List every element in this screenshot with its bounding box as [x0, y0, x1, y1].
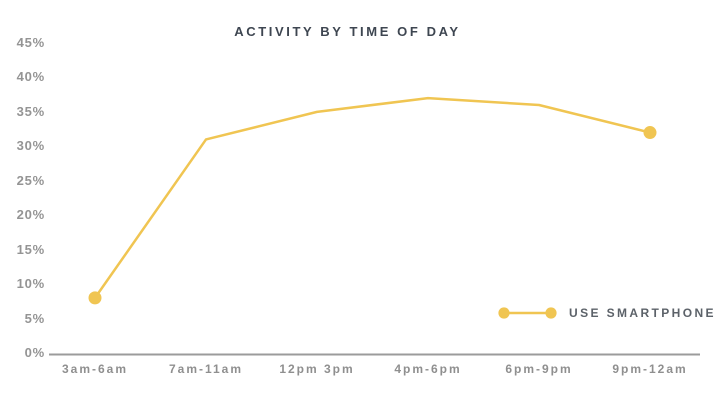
x-tick-label: 3am-6am [61, 362, 129, 376]
data-point-marker [643, 126, 657, 140]
y-tick-label: 35% [16, 103, 45, 119]
x-tick-label: 4pm-6pm [394, 362, 462, 376]
y-tick-label: 15% [16, 241, 45, 257]
y-tick-label: 10% [16, 276, 45, 292]
legend: USE SMARTPHONE [497, 304, 716, 322]
y-tick-label: 20% [16, 207, 45, 223]
y-tick-label: 45% [16, 35, 45, 50]
x-tick-label: 7am-11am [168, 362, 244, 376]
legend-series-label: USE SMARTPHONE [569, 306, 716, 320]
y-tick-label: 25% [16, 172, 45, 188]
series-line [93, 96, 652, 300]
y-tick-label: 0% [24, 345, 45, 360]
data-point-marker [88, 291, 102, 305]
y-tick-label: 5% [24, 310, 45, 326]
x-tick-label: 12pm 3pm [279, 362, 355, 376]
y-tick-label: 40% [16, 69, 45, 85]
x-tick-label: 9pm-12am [612, 362, 688, 376]
x-tick-label: 6pm-9pm [505, 362, 573, 376]
y-tick-label: 30% [16, 138, 45, 154]
chart-title: ACTIVITY BY TIME OF DAY [234, 24, 461, 39]
legend-line-icon [498, 307, 557, 319]
